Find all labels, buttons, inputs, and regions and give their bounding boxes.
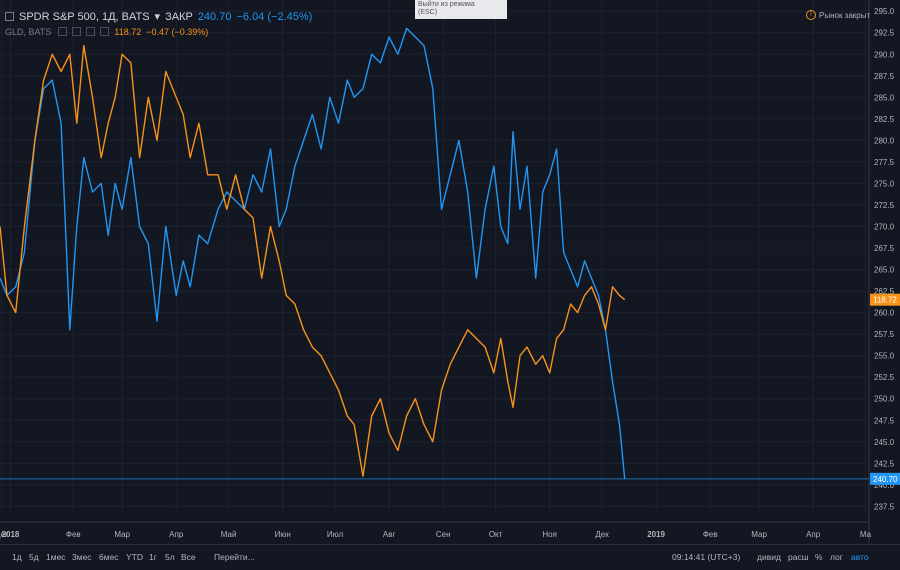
legend-second-row: GLD, BATS 118.72 −0.47 (−0.39%) bbox=[5, 24, 312, 39]
more-icon[interactable] bbox=[100, 27, 110, 36]
chart-grid bbox=[0, 0, 869, 515]
exit-fullscreen-tooltip[interactable]: Выйти из режима (ESC) bbox=[415, 0, 507, 19]
x-tick-label: Июл bbox=[327, 530, 344, 539]
series-line-spy bbox=[0, 27, 626, 479]
y-tick-label: 280.0 bbox=[874, 136, 895, 145]
range-3m[interactable]: 3мес bbox=[72, 552, 92, 562]
y-tick-label: 262.5 bbox=[874, 287, 895, 296]
chart-series bbox=[0, 27, 869, 480]
x-tick-label: Фев bbox=[66, 530, 81, 539]
y-tick-label: 287.5 bbox=[874, 72, 895, 81]
x-tick-label: Фев bbox=[703, 530, 718, 539]
symbol-icon[interactable] bbox=[5, 12, 14, 21]
clock-time[interactable]: 09:14:41 (UTC+3) bbox=[672, 552, 741, 562]
legend-second-symbol[interactable]: GLD, BATS bbox=[5, 26, 52, 37]
x-tick-label: Ноя bbox=[542, 530, 557, 539]
market-status-text: Рынок закрыт bbox=[819, 10, 871, 20]
settings-icon[interactable] bbox=[72, 27, 82, 36]
y-tick-label: 257.5 bbox=[874, 330, 895, 339]
y-tick-label: 295.0 bbox=[874, 7, 895, 16]
x-tick-label: Мар bbox=[114, 530, 130, 539]
tooltip-line-1: Выйти из режима bbox=[418, 1, 475, 8]
legend-close-value: 240.70 bbox=[197, 10, 232, 23]
y-tick-label: 252.5 bbox=[874, 373, 895, 382]
eye-icon[interactable] bbox=[58, 27, 68, 36]
option-dividends[interactable]: дивид bbox=[757, 552, 781, 562]
y-tick-label: 260.0 bbox=[874, 309, 895, 318]
x-tick-label: 2018 bbox=[2, 530, 20, 539]
option-percent[interactable]: % bbox=[815, 552, 823, 562]
chevron-down-icon[interactable]: ▾ bbox=[154, 11, 161, 23]
range-1m[interactable]: 1мес bbox=[46, 552, 66, 562]
y-tick-label: 247.5 bbox=[874, 416, 895, 425]
range-1d[interactable]: 1д bbox=[12, 552, 22, 562]
y-tick-label: 285.0 bbox=[874, 93, 895, 102]
x-tick-label: Ма bbox=[860, 530, 872, 539]
goto-date-button[interactable]: Перейти... bbox=[214, 552, 255, 562]
x-tick-label: Дек bbox=[0, 530, 9, 539]
x-tick-label: Авг bbox=[383, 530, 396, 539]
range-5d[interactable]: 5д bbox=[29, 552, 39, 562]
y-tick-label: 242.5 bbox=[874, 459, 895, 468]
y-tick-label: 240.0 bbox=[874, 481, 895, 490]
y-tick-label: 290.0 bbox=[874, 50, 895, 59]
y-tick-label: 292.5 bbox=[874, 29, 895, 38]
legend-second-value: 118.72 bbox=[114, 26, 142, 37]
close-icon[interactable] bbox=[86, 27, 96, 36]
series-line-gld bbox=[0, 44, 626, 477]
x-tick-label: Мар bbox=[751, 530, 767, 539]
market-status: ! Рынок закрыт bbox=[806, 10, 870, 20]
legend-change: −6.04 (−2.45%) bbox=[236, 10, 313, 23]
y-tick-label: 245.0 bbox=[874, 438, 895, 447]
y-tick-label: 282.5 bbox=[874, 115, 895, 124]
x-tick-label: Июн bbox=[275, 530, 291, 539]
price-label: 240.70 bbox=[873, 475, 898, 484]
range-1y[interactable]: 1г bbox=[149, 552, 157, 562]
x-tick-label: Сен bbox=[436, 530, 451, 539]
y-tick-label: 270.0 bbox=[874, 222, 895, 231]
x-tick-label: 2019 bbox=[647, 530, 665, 539]
legend-second-change: −0.47 (−0.39%) bbox=[146, 26, 209, 37]
price-label: 118.72 bbox=[873, 296, 897, 305]
range-6m[interactable]: 6мес bbox=[99, 552, 119, 562]
legend-close-label: ЗАКР bbox=[165, 10, 193, 23]
x-tick-label: Апр bbox=[169, 530, 184, 539]
price-label-bg bbox=[870, 472, 900, 485]
y-tick-label: 255.0 bbox=[874, 352, 895, 361]
x-tick-label: Апр bbox=[806, 530, 821, 539]
option-auto[interactable]: авто bbox=[851, 552, 869, 562]
range-5y[interactable]: 5л bbox=[165, 552, 175, 562]
clock-icon: ! bbox=[806, 10, 816, 20]
range-ytd[interactable]: YTD bbox=[126, 552, 143, 562]
y-tick-label: 265.0 bbox=[874, 266, 895, 275]
legend-main-row: SPDR S&P 500, 1Д, BATS ▾ ЗАКР 240.70 −6.… bbox=[5, 9, 312, 24]
x-tick-label: Окт bbox=[489, 530, 503, 539]
legend-symbol[interactable]: SPDR S&P 500, 1Д, BATS bbox=[19, 10, 150, 23]
price-label-bg bbox=[870, 293, 900, 306]
y-tick-label: 267.5 bbox=[874, 244, 895, 253]
x-tick-label: Дек bbox=[595, 530, 609, 539]
bottom-toolbar: 1д 5д 1мес 3мес 6мес YTD 1г 5л Все Перей… bbox=[0, 544, 900, 570]
chart-legend: SPDR S&P 500, 1Д, BATS ▾ ЗАКР 240.70 −6.… bbox=[5, 9, 312, 39]
y-tick-label: 277.5 bbox=[874, 158, 895, 167]
y-tick-label: 272.5 bbox=[874, 201, 895, 210]
chart-axes: 237.5 240.0 242.5 245.0 247.5 250.0 252.5 255.0… bbox=[0, 0, 900, 544]
x-tick-label: Май bbox=[221, 530, 237, 539]
y-tick-label: 250.0 bbox=[874, 395, 895, 404]
tooltip-line-2: (ESC) bbox=[418, 9, 438, 16]
option-extended[interactable]: расш bbox=[788, 552, 809, 562]
option-log[interactable]: лог bbox=[830, 552, 843, 562]
y-tick-label: 275.0 bbox=[874, 179, 895, 188]
y-tick-label: 237.5 bbox=[874, 502, 895, 511]
range-all[interactable]: Все bbox=[181, 552, 196, 562]
